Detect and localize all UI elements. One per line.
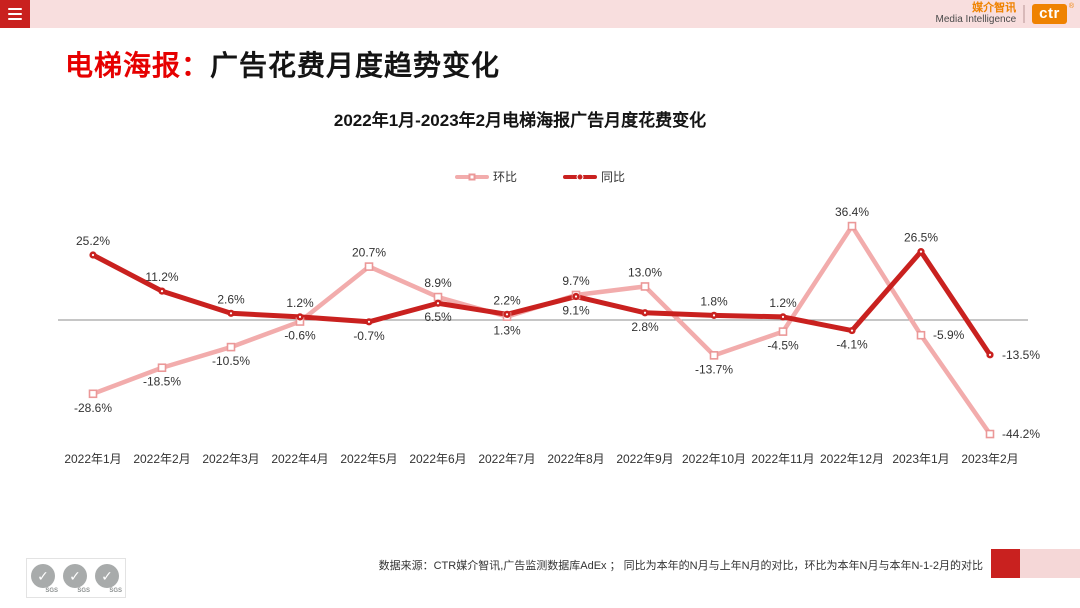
certification-logos: ✓ SGS ✓ SGS ✓ SGS xyxy=(26,558,126,598)
svg-text:-4.5%: -4.5% xyxy=(767,339,799,353)
svg-text:2.2%: 2.2% xyxy=(493,293,521,307)
sgs-logo: ✓ SGS xyxy=(30,562,58,594)
footer-accent-red xyxy=(991,549,1020,578)
svg-text:1.2%: 1.2% xyxy=(286,296,314,310)
svg-text:2023年2月: 2023年2月 xyxy=(961,452,1018,466)
brand-name-en: Media Intelligence xyxy=(935,13,1017,25)
svg-text:1.3%: 1.3% xyxy=(493,324,521,338)
svg-text:2022年9月: 2022年9月 xyxy=(616,452,673,466)
svg-text:-13.5%: -13.5% xyxy=(1002,348,1040,362)
svg-text:2022年4月: 2022年4月 xyxy=(271,452,328,466)
brand-text: 媒介智讯 Media Intelligence xyxy=(935,1,1017,25)
ctr-logo: ctr xyxy=(1032,4,1067,24)
svg-text:2022年8月: 2022年8月 xyxy=(547,452,604,466)
svg-text:1.8%: 1.8% xyxy=(700,294,728,308)
svg-text:2.6%: 2.6% xyxy=(217,292,245,306)
legend-item-环比: 环比 xyxy=(454,168,517,185)
brand-name-cn: 媒介智讯 xyxy=(972,1,1017,14)
svg-text:-18.5%: -18.5% xyxy=(143,375,181,389)
svg-text:9.7%: 9.7% xyxy=(562,274,590,288)
svg-text:-4.1%: -4.1% xyxy=(836,338,868,352)
brand-divider xyxy=(1023,5,1026,23)
svg-text:-10.5%: -10.5% xyxy=(212,354,250,368)
brand-area: 媒介智讯 Media Intelligence ctr ® xyxy=(936,1,1074,27)
sgs-logo: ✓ SGS xyxy=(62,562,90,594)
svg-text:2022年5月: 2022年5月 xyxy=(340,452,397,466)
svg-text:25.2%: 25.2% xyxy=(76,234,110,248)
svg-text:-0.6%: -0.6% xyxy=(284,329,316,343)
svg-text:-13.7%: -13.7% xyxy=(695,362,733,376)
footer-accent-pink xyxy=(1020,549,1080,578)
menu-button[interactable] xyxy=(0,0,30,28)
page-title-highlight: 电梯海报： xyxy=(65,50,211,81)
sgs-logo: ✓ SGS xyxy=(94,562,122,594)
page-title: 电梯海报：广告花费月度趋势变化 xyxy=(65,44,500,84)
svg-text:2023年1月: 2023年1月 xyxy=(892,452,949,466)
svg-text:11.2%: 11.2% xyxy=(145,270,178,284)
svg-text:2022年11月: 2022年11月 xyxy=(751,452,814,466)
legend-item-同比: 同比 xyxy=(563,168,625,185)
svg-text:2022年10月: 2022年10月 xyxy=(682,452,746,466)
svg-text:36.4%: 36.4% xyxy=(835,205,869,219)
svg-text:2022年3月: 2022年3月 xyxy=(202,452,259,466)
svg-text:-5.9%: -5.9% xyxy=(933,328,965,342)
hamburger-icon xyxy=(8,13,22,15)
svg-text:-28.6%: -28.6% xyxy=(74,401,112,415)
page-title-rest: 广告花费月度趋势变化 xyxy=(210,50,501,81)
hamburger-icon xyxy=(8,8,22,10)
svg-text:1.2%: 1.2% xyxy=(769,296,797,310)
svg-text:2022年12月: 2022年12月 xyxy=(820,452,884,466)
check-icon: ✓ xyxy=(95,564,119,588)
svg-text:20.7%: 20.7% xyxy=(352,246,386,260)
svg-text:2022年6月: 2022年6月 xyxy=(409,452,466,466)
svg-text:-44.2%: -44.2% xyxy=(1002,427,1040,441)
svg-text:13.0%: 13.0% xyxy=(628,265,662,279)
svg-text:-0.7%: -0.7% xyxy=(353,329,385,343)
trend-line-chart: -28.6% -18.5% -10.5% -0.6% 20.7% 8.9% 1.3% 9.7%… xyxy=(58,205,1040,466)
svg-text:26.5%: 26.5% xyxy=(904,231,938,245)
svg-text:8.9%: 8.9% xyxy=(424,276,452,290)
chart-title: 2022年1月-2023年2月电梯海报广告月度花费变化 xyxy=(333,111,707,130)
svg-text:6.5%: 6.5% xyxy=(424,310,452,324)
svg-text:9.1%: 9.1% xyxy=(562,304,590,318)
svg-text:2.8%: 2.8% xyxy=(631,320,659,334)
svg-text:2022年2月: 2022年2月 xyxy=(133,452,190,466)
svg-text:2022年7月: 2022年7月 xyxy=(478,452,535,466)
top-bar: 媒介智讯 Media Intelligence ctr ® xyxy=(0,0,1080,28)
hamburger-icon xyxy=(8,18,22,20)
check-icon: ✓ xyxy=(31,564,55,588)
svg-text:2022年1月: 2022年1月 xyxy=(64,452,121,466)
registered-mark: ® xyxy=(1068,3,1074,10)
data-source-note: 数据来源：CTR媒介智讯,广告监测数据库AdEx ； 同比为本年的N月与上年N月… xyxy=(378,560,983,572)
check-icon: ✓ xyxy=(63,564,87,588)
chart-legend: 环比 同比 xyxy=(0,168,1080,185)
